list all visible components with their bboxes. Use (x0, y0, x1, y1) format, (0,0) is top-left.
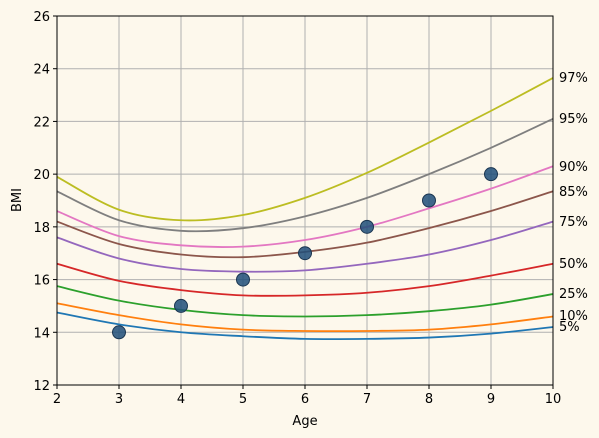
data-point (236, 272, 250, 287)
data-point (422, 193, 436, 208)
y-tick-label: 20 (33, 168, 50, 183)
x-tick-label: 9 (487, 392, 495, 407)
y-tick-label: 22 (33, 115, 50, 130)
data-point (112, 325, 126, 340)
percentile-curve-10 (56, 302, 554, 333)
x-axis-label: Age (292, 414, 317, 429)
x-tick-label: 2 (53, 392, 61, 407)
percentile-label: 50% (559, 257, 588, 272)
percentile-label: 5% (559, 320, 580, 335)
percentile-labels: 5%10% 25% 50% 75% 85% 90% 95% 97% (559, 71, 588, 335)
x-tick-label: 3 (115, 392, 123, 407)
x-ticks: 2 3 4 5 6 7 8 9 10 (53, 385, 561, 407)
y-tick-label: 14 (33, 326, 50, 341)
x-tick-label: 5 (239, 392, 247, 407)
y-tick-label: 12 (33, 379, 50, 394)
data-point (360, 219, 374, 234)
data-points (112, 167, 498, 340)
x-tick-label: 4 (177, 392, 185, 407)
percentile-label: 90% (559, 160, 588, 175)
grid (56, 15, 554, 386)
percentile-label: 25% (559, 287, 588, 302)
y-axis-label: BMI (10, 188, 25, 212)
data-point (174, 298, 188, 313)
percentile-label: 97% (559, 71, 588, 86)
percentile-label: 85% (559, 185, 588, 200)
percentile-curves (56, 77, 554, 341)
percentile-curve-5 (56, 311, 554, 341)
percentile-curve-95 (56, 117, 554, 233)
data-point (484, 167, 498, 182)
percentile-label: 95% (559, 112, 588, 127)
x-tick-label: 7 (363, 392, 371, 407)
percentile-curve-50 (56, 262, 554, 297)
y-tick-label: 16 (33, 274, 50, 289)
y-tick-label: 24 (33, 63, 50, 78)
percentile-curve-97 (56, 77, 554, 222)
percentile-curve-90 (56, 165, 554, 248)
percentile-label: 10% (559, 309, 588, 324)
percentile-curve-25 (56, 285, 554, 318)
x-tick-label: 6 (301, 392, 309, 407)
x-tick-label: 8 (425, 392, 433, 407)
data-point (298, 246, 312, 261)
x-tick-label: 10 (545, 392, 562, 407)
percentile-curve-75 (56, 220, 554, 273)
y-ticks: 12 14 16 18 20 22 24 26 (33, 10, 57, 394)
y-tick-label: 26 (33, 10, 50, 25)
percentile-label: 75% (559, 215, 588, 230)
y-tick-label: 18 (33, 221, 50, 236)
